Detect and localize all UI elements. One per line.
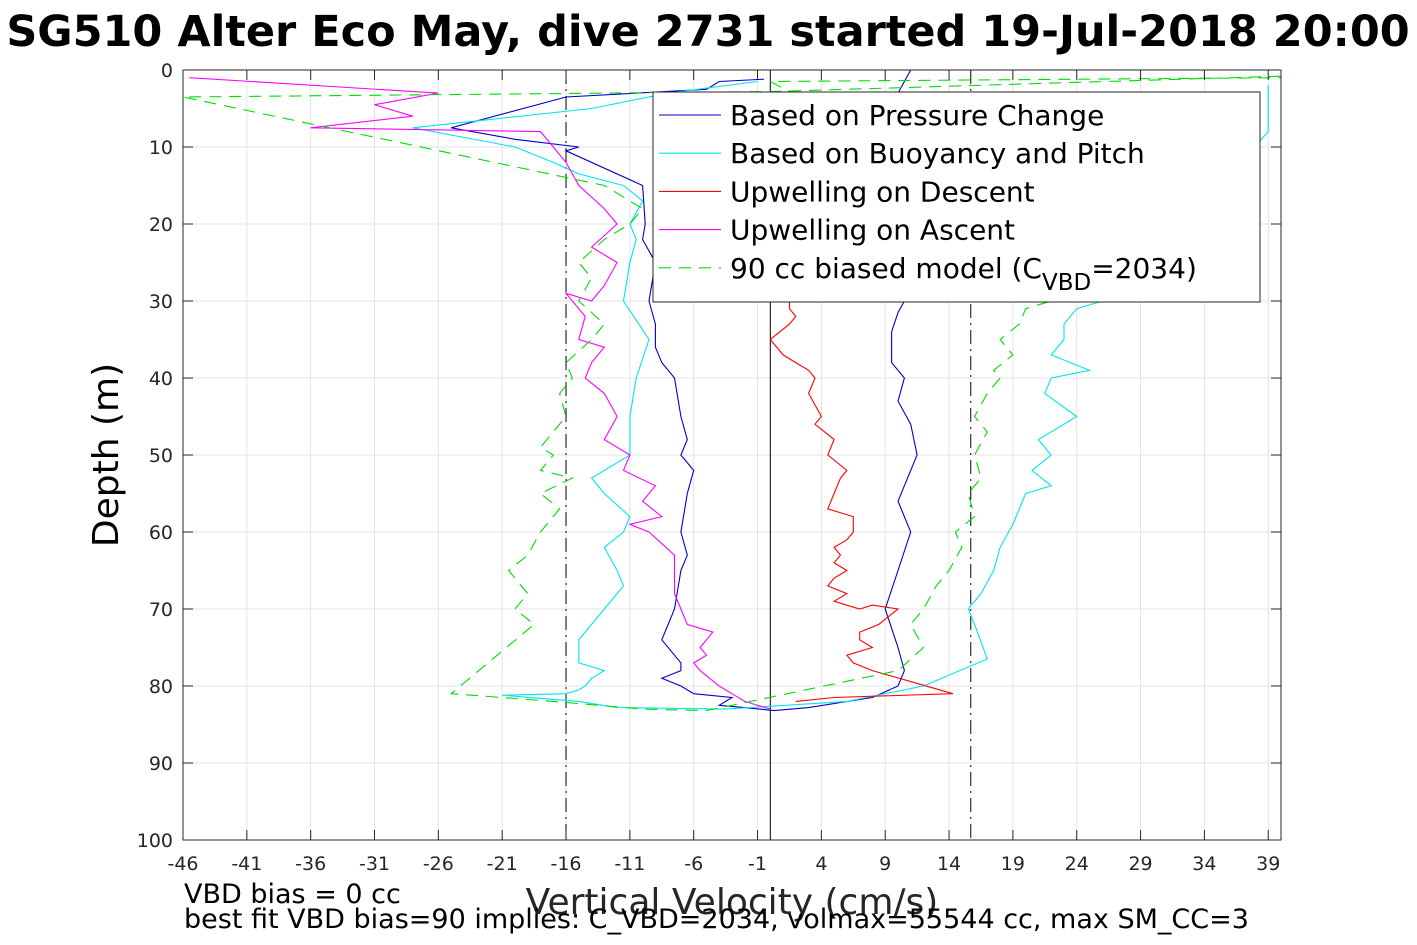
y-tick-label: 80 <box>149 676 173 698</box>
y-axis-label: Depth (m) <box>86 363 127 547</box>
legend-label: Upwelling on Ascent <box>730 214 1015 247</box>
y-tick-label: 70 <box>149 599 173 621</box>
series-line <box>189 77 771 710</box>
legend-label: 90 cc biased model (CVBD=2034) <box>730 252 1197 296</box>
x-tick-label: 9 <box>879 853 891 875</box>
chart-title: SG510 Alter Eco May, dive 2731 started 1… <box>6 7 1409 57</box>
x-tick-label: 24 <box>1065 853 1089 875</box>
x-tick-label: -31 <box>359 853 390 875</box>
x-tick-label: -46 <box>167 853 198 875</box>
series-line <box>769 301 954 702</box>
x-tick-label: 19 <box>1001 853 1025 875</box>
x-tick-label: 4 <box>815 853 827 875</box>
x-tick-label: 39 <box>1256 853 1280 875</box>
y-tick-label: 90 <box>149 753 173 775</box>
x-tick-label: -11 <box>614 853 645 875</box>
legend: Based on Pressure Change Based on Buoyanc… <box>652 91 1261 303</box>
y-tick-label: 10 <box>149 137 173 159</box>
x-tick-label: -36 <box>295 853 326 875</box>
footer-line-1: VBD bias = 0 cc <box>184 879 401 910</box>
y-tick-label: 60 <box>149 522 173 544</box>
x-tick-label: -26 <box>423 853 454 875</box>
series-line <box>412 80 1269 710</box>
x-tick-label: 29 <box>1128 853 1152 875</box>
x-tick-label: -21 <box>487 853 518 875</box>
x-tick-label: -6 <box>684 853 703 875</box>
x-tick-label: 34 <box>1192 853 1216 875</box>
y-tick-label: 0 <box>161 60 173 82</box>
legend-label: Based on Buoyancy and Pitch <box>730 137 1145 170</box>
x-tick-label: -1 <box>748 853 767 875</box>
y-tick-label: 100 <box>137 830 173 852</box>
legend-label: Upwelling on Descent <box>730 175 1035 208</box>
y-tick-label: 50 <box>149 445 173 467</box>
series-line <box>450 69 918 712</box>
x-tick-label: 14 <box>937 853 961 875</box>
y-tick-label: 30 <box>149 291 173 313</box>
series-lines <box>182 69 1282 712</box>
footer-line-2: best fit VBD bias=90 implies: C_VBD=2034… <box>184 904 1249 935</box>
series-line <box>182 75 1282 712</box>
legend-label: Based on Pressure Change <box>730 99 1104 132</box>
axis-ticks: -46 -41 -36 -31 -26 -21 -16 -11 -6 -1 4 9 14 19 24 29 34… <box>137 60 1281 875</box>
y-tick-label: 20 <box>149 214 173 236</box>
legend-box <box>652 91 1261 303</box>
x-tick-label: -41 <box>231 853 262 875</box>
x-axis-label: Vertical Velocity (cm/s) <box>526 882 939 923</box>
y-tick-label: 40 <box>149 368 173 390</box>
x-tick-label: -16 <box>550 853 581 875</box>
